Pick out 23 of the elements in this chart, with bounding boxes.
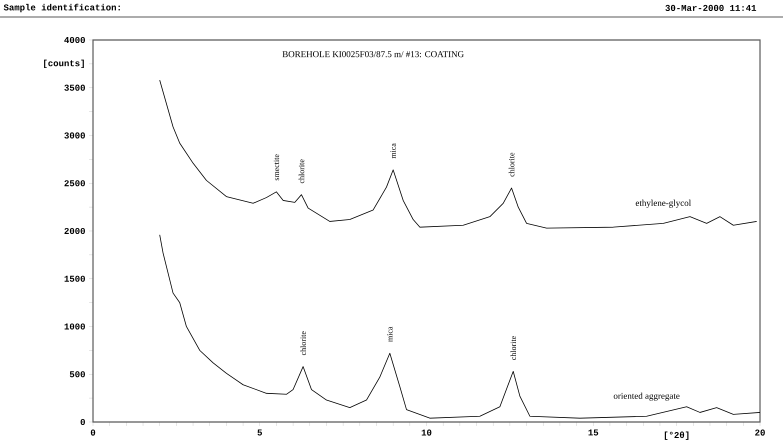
- line-series: [159, 80, 758, 229]
- y-tick-label: [counts]: [44, 60, 84, 68]
- y-tick-label: 1000: [64, 323, 85, 330]
- series-label: oriented aggregate: [614, 392, 680, 401]
- y-tick-label: 2000: [64, 228, 85, 234]
- text: 30-Mar-2000 11:41: [665, 4, 756, 12]
- y-tick-label: 4000: [64, 36, 85, 44]
- series-label: ethylene-glycol: [636, 200, 692, 208]
- y-tick-label: 1500: [64, 276, 85, 282]
- y-tick-label: 500: [70, 371, 85, 378]
- x-tick-label: 20: [755, 430, 765, 436]
- x-tick-label: 0: [90, 430, 96, 436]
- y-tick-label: 0: [80, 418, 85, 426]
- x-tick-label: 15: [588, 430, 598, 436]
- x-tick-label: 5: [258, 430, 262, 436]
- y-tick-label: 3000: [64, 132, 85, 139]
- y-tick-label: 3500: [64, 84, 85, 91]
- text: Sample identification:: [4, 4, 120, 12]
- y-tick-label: 2500: [64, 180, 85, 186]
- x-tick-label: 10: [422, 430, 432, 436]
- x-axis-title: [°2θ]: [664, 432, 688, 440]
- text: BOREHOLE KI0025F03/87.5 m/ #13: COATING: [282, 51, 464, 58]
- line-series: [159, 234, 760, 419]
